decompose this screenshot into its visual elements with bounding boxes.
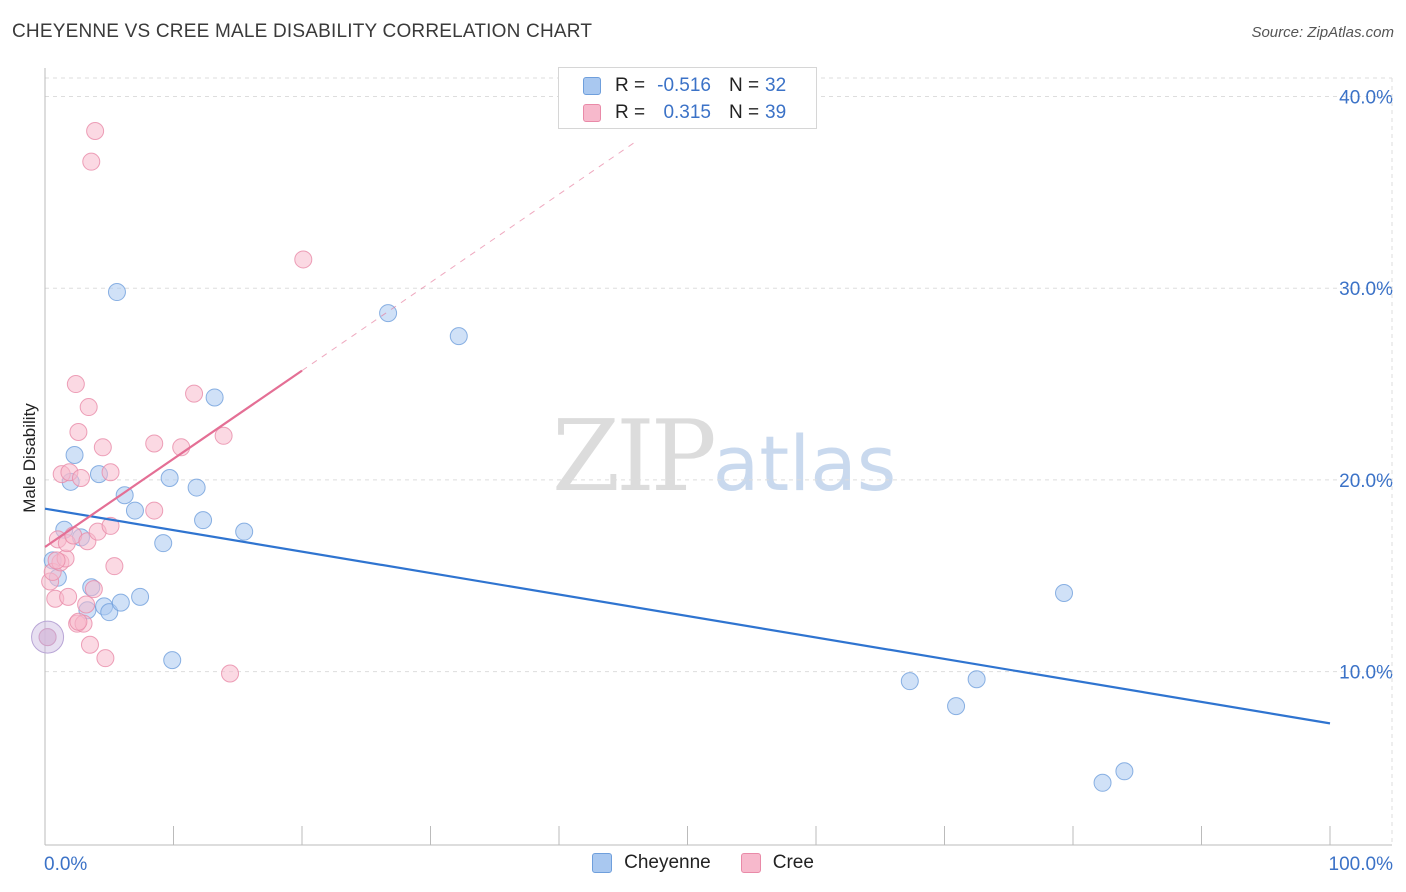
cree-point [71, 468, 90, 487]
cheyenne-point [125, 501, 144, 520]
cree-point [38, 628, 57, 647]
cree-point [105, 557, 124, 576]
y-axis-title: Male Disability [20, 403, 39, 513]
cree-point [145, 434, 164, 453]
cree-trendline [44, 369, 303, 548]
cree-point [294, 250, 313, 269]
legend-item-cree: Cree [740, 852, 814, 874]
cheyenne-point [1093, 773, 1112, 792]
series-legend: Cheyenne Cree [0, 852, 1406, 874]
x-tick-label: 0.0% [44, 854, 87, 875]
cree-point [101, 516, 120, 535]
y-tick-label: 30.0% [1339, 279, 1393, 300]
cheyenne-trendline [44, 507, 1331, 725]
source-credit: Source: ZipAtlas.com [1251, 24, 1394, 41]
r-value: -0.516 [657, 75, 711, 96]
cheyenne-point [1115, 762, 1134, 781]
chart-title: CHEYENNE VS CREE MALE DISABILITY CORRELA… [12, 21, 593, 42]
cheyenne-point [163, 651, 182, 670]
cree-point [214, 426, 233, 445]
cree-point [69, 612, 88, 631]
x-tick-label: 100.0% [1329, 854, 1394, 875]
r-label: R = [615, 102, 646, 123]
cheyenne-point [65, 445, 84, 464]
cheyenne-point [205, 388, 224, 407]
cheyenne-point [967, 670, 986, 689]
cheyenne-point [900, 672, 919, 691]
cree-point [185, 384, 204, 403]
cheyenne-point [107, 283, 126, 302]
cheyenne-point [115, 486, 134, 505]
cheyenne-point [235, 522, 254, 541]
cree-point [145, 501, 164, 520]
cheyenne-point [449, 327, 468, 346]
cree-swatch [740, 853, 761, 873]
cree-point [79, 398, 98, 417]
correlation-legend: R = -0.516 N = 32 R = 0.315 N = 39 [558, 67, 817, 129]
legend-row-cheyenne: R = -0.516 N = 32 [583, 73, 786, 99]
cree-point [80, 635, 99, 654]
cree-trendline-extension [301, 140, 637, 372]
y-tick-label: 20.0% [1339, 471, 1393, 492]
r-value: 0.315 [663, 102, 711, 123]
cheyenne-point [1055, 584, 1074, 603]
cree-swatch [583, 104, 601, 122]
legend-row-cree: R = 0.315 N = 39 [583, 100, 786, 126]
cree-point [66, 375, 85, 394]
watermark-zip: ZIP [552, 400, 717, 514]
r-label: R = [615, 75, 646, 96]
cree-point [47, 551, 66, 570]
cheyenne-point [111, 593, 130, 612]
cheyenne-point [160, 468, 179, 487]
overlap-point [31, 620, 65, 654]
n-label: N = [729, 75, 760, 96]
n-value: 32 [765, 75, 787, 96]
cree-point [221, 664, 240, 683]
cree-point [77, 595, 96, 614]
legend-label: Cree [772, 852, 814, 873]
n-value: 39 [765, 102, 787, 123]
cheyenne-point [154, 534, 173, 553]
y-tick-label: 10.0% [1339, 663, 1393, 684]
cheyenne-point [131, 587, 150, 606]
cree-point [82, 152, 101, 171]
cree-point [84, 580, 103, 599]
cheyenne-point [947, 697, 966, 716]
cree-point [96, 649, 115, 668]
cheyenne-swatch [592, 853, 613, 873]
cheyenne-point [100, 603, 119, 622]
cree-point [59, 587, 78, 606]
zipatlas-watermark: ZIPatlas [552, 400, 896, 514]
cheyenne-point [194, 511, 213, 530]
cheyenne-point [187, 478, 206, 497]
cree-point [69, 422, 88, 441]
cree-point [101, 463, 120, 482]
cree-point [86, 122, 105, 141]
watermark-atlas: atlas [712, 419, 897, 508]
cree-point [93, 438, 112, 457]
cheyenne-swatch [583, 77, 601, 95]
legend-label: Cheyenne [624, 852, 711, 873]
y-tick-label: 40.0% [1339, 88, 1393, 109]
legend-item-cheyenne: Cheyenne [592, 852, 711, 874]
n-label: N = [729, 102, 760, 123]
